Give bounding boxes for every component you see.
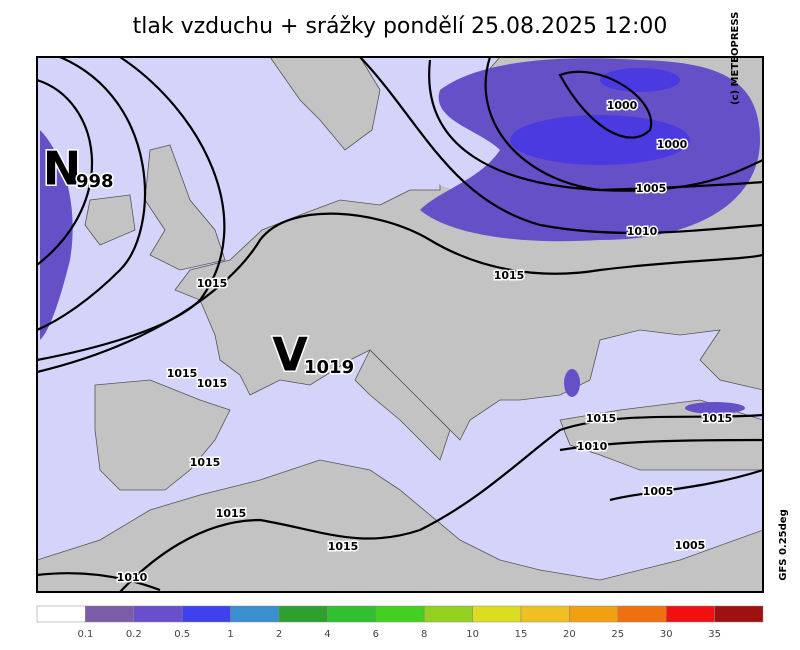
isobar-label: 1015	[197, 277, 228, 290]
legend-label: 1	[227, 629, 233, 640]
isobar-label: 1015	[190, 456, 221, 469]
isobar-label: 1000	[657, 138, 688, 151]
land	[84, 194, 136, 246]
black-sea	[590, 345, 700, 395]
pressure-center-letter: V	[272, 328, 308, 382]
legend-label: 8	[421, 629, 427, 640]
isobar-label: 1015	[216, 507, 247, 520]
land	[94, 379, 231, 491]
legend-swatch	[230, 605, 280, 623]
land	[144, 144, 226, 271]
isobar	[558, 70, 653, 139]
precipitation	[564, 369, 580, 397]
isobar	[37, 78, 94, 266]
isobar	[428, 59, 763, 192]
isobar-label: 1005	[675, 539, 706, 552]
legend-swatch	[278, 605, 328, 623]
isobar-label: 1015	[197, 377, 228, 390]
isobar	[37, 572, 161, 592]
legend-label: 0.5	[174, 629, 190, 640]
isobar	[559, 438, 763, 452]
isobar-label: 1005	[636, 182, 667, 195]
legend-swatch	[569, 605, 619, 623]
map-frame	[36, 56, 764, 593]
land	[37, 459, 763, 592]
legend-swatch	[472, 605, 522, 623]
legend-label: 0.1	[77, 629, 93, 640]
legend-label: 4	[324, 629, 330, 640]
isobar-label: 1015	[167, 367, 198, 380]
legend-label: 15	[515, 629, 528, 640]
land	[269, 57, 381, 151]
legend-label: 0.2	[126, 629, 142, 640]
map-title: tlak vzduchu + srážky pondělí 25.08.2025…	[133, 14, 668, 39]
legend-label: 20	[563, 629, 576, 640]
legend-swatch	[714, 605, 764, 623]
legend-swatch	[181, 605, 231, 623]
map-area	[37, 57, 763, 592]
legend-swatch	[327, 605, 377, 623]
isobar-label: 1010	[577, 440, 608, 453]
isobar-label: 1015	[702, 412, 733, 425]
legend-label: 35	[708, 629, 721, 640]
isobar-label: 1000	[607, 99, 638, 112]
precipitation	[685, 402, 745, 414]
precipitation	[510, 115, 690, 165]
isobar-label: 1015	[586, 412, 617, 425]
legend-label: 30	[660, 629, 673, 640]
legend-label: 25	[611, 629, 624, 640]
isobar-label: 1015	[494, 269, 525, 282]
legend-label: 6	[373, 629, 379, 640]
legend-swatch	[520, 605, 570, 623]
legend-swatch	[617, 605, 667, 623]
isobar	[359, 57, 763, 235]
isobar	[609, 468, 763, 502]
pressure-center-value: 1019	[304, 357, 354, 378]
isobar-label: 1010	[117, 571, 148, 584]
isobar-label: 1010	[627, 225, 658, 238]
legend-swatch	[665, 605, 715, 623]
pressure-center-letter: N	[43, 142, 82, 196]
isobar	[37, 57, 226, 362]
legend-label: 10	[466, 629, 479, 640]
credit: (c) METEOPRESS	[730, 12, 741, 105]
model-note: GFS 0.25deg	[778, 509, 789, 581]
legend-swatch	[36, 605, 86, 623]
legend-label: 2	[276, 629, 282, 640]
precipitation	[600, 68, 680, 92]
isobar-label: 1005	[643, 485, 674, 498]
legend-swatch	[423, 605, 473, 623]
legend-swatch	[85, 605, 135, 623]
isobar-label: 1015	[328, 540, 359, 553]
pressure-center-value: 998	[76, 171, 114, 192]
isobar	[37, 212, 763, 374]
isobar	[119, 413, 763, 592]
isobar	[37, 57, 147, 332]
precipitation	[40, 130, 73, 340]
legend-swatch	[375, 605, 425, 623]
legend-swatch	[133, 605, 183, 623]
land	[354, 349, 451, 461]
